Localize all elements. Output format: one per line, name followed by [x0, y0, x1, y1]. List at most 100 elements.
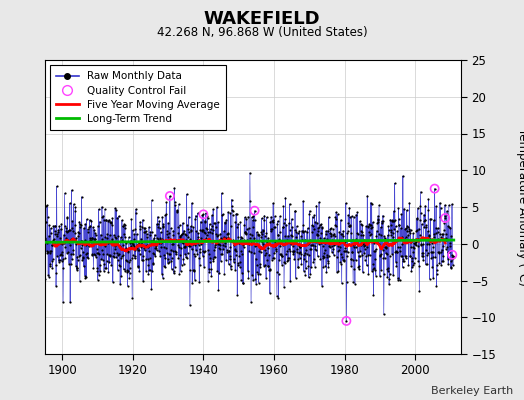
Point [250, 208, 259, 214]
Point [293, 264, 302, 270]
Point [64, 238, 73, 245]
Point [213, 268, 222, 274]
Point [85, 224, 93, 230]
Point [276, 243, 285, 250]
Point [385, 226, 393, 233]
Point [423, 228, 432, 234]
Point [127, 240, 136, 246]
Point [319, 253, 327, 259]
Point [42, 203, 50, 209]
Point [266, 218, 275, 225]
Point [406, 253, 414, 259]
Point [439, 253, 447, 259]
Point [174, 201, 183, 207]
Point [448, 252, 456, 258]
Point [238, 280, 247, 287]
Point [146, 254, 155, 261]
Point [57, 226, 65, 232]
Point [443, 256, 452, 262]
Point [379, 212, 387, 219]
Point [334, 243, 342, 249]
Point [133, 231, 141, 238]
Point [42, 240, 51, 246]
Point [429, 275, 438, 282]
Point [279, 203, 288, 210]
Point [112, 254, 120, 260]
Point [217, 190, 226, 196]
Point [443, 244, 452, 250]
Point [318, 282, 326, 289]
Point [146, 229, 155, 235]
Point [132, 206, 140, 212]
Point [271, 224, 279, 230]
Point [42, 248, 51, 254]
Point [182, 237, 190, 244]
Point [361, 242, 369, 249]
Point [238, 242, 247, 248]
Point [142, 268, 150, 274]
Point [370, 267, 379, 273]
Point [371, 248, 379, 255]
Point [331, 214, 340, 220]
Point [60, 232, 68, 238]
Point [156, 225, 164, 231]
Point [350, 242, 358, 248]
Point [205, 250, 213, 257]
Point [385, 276, 394, 282]
Point [263, 256, 271, 263]
Point [248, 272, 256, 278]
Point [129, 236, 138, 242]
Point [281, 194, 290, 201]
Point [314, 232, 323, 239]
Point [116, 243, 125, 250]
Point [267, 226, 276, 233]
Point [417, 242, 425, 248]
Point [243, 226, 251, 232]
Point [177, 231, 185, 238]
Point [271, 243, 280, 249]
Point [94, 222, 102, 229]
Point [449, 255, 457, 262]
Point [75, 221, 84, 228]
Point [117, 255, 126, 262]
Point [449, 262, 457, 268]
Point [271, 248, 280, 254]
Point [52, 183, 61, 190]
Point [326, 240, 335, 247]
Point [97, 204, 106, 210]
Point [306, 271, 314, 277]
Point [89, 224, 97, 230]
Point [98, 214, 106, 221]
Point [71, 222, 79, 229]
Point [74, 232, 82, 239]
Point [381, 245, 390, 252]
Point [128, 227, 137, 234]
Point [61, 222, 69, 229]
Point [375, 202, 383, 208]
Point [120, 221, 128, 227]
Point [437, 262, 445, 268]
Point [169, 228, 177, 234]
Point [240, 221, 248, 228]
Point [190, 267, 198, 273]
Point [337, 231, 345, 238]
Point [382, 240, 390, 247]
Point [409, 230, 417, 237]
Point [363, 193, 372, 199]
Point [308, 241, 316, 248]
Point [131, 252, 139, 259]
Point [406, 253, 414, 260]
Point [194, 242, 203, 249]
Point [168, 241, 177, 247]
Point [361, 256, 369, 263]
Point [194, 230, 203, 237]
Point [441, 212, 449, 219]
Point [128, 255, 136, 262]
Point [336, 217, 345, 223]
Point [412, 239, 420, 245]
Point [421, 203, 430, 209]
Point [321, 263, 330, 269]
Point [382, 244, 390, 250]
Point [274, 231, 282, 238]
Point [49, 223, 58, 229]
